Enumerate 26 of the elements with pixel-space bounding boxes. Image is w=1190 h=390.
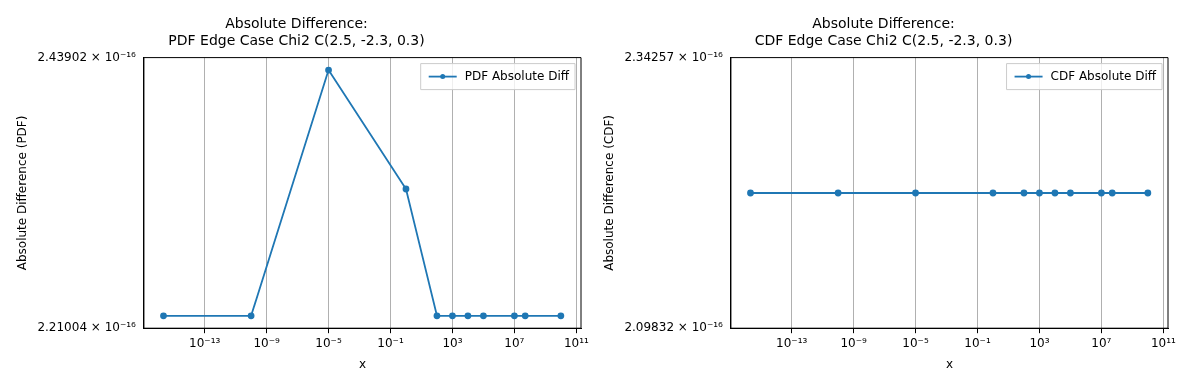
x-tick-label: 10⁻⁵ (902, 335, 929, 350)
x-tick-label: 10¹¹ (563, 335, 589, 350)
x-tick-label: 10⁷ (1091, 335, 1112, 350)
x-tick-label: 10⁻¹ (377, 335, 404, 350)
y-tick-label: 2.09832 × 10⁻¹⁶ (624, 320, 724, 335)
x-axis-title: x (945, 356, 954, 371)
x-tick-label: 10⁻⁹ (253, 335, 280, 350)
y-axis-title: Absolute Difference (CDF) (602, 114, 617, 271)
y-axis-title: Absolute Difference (PDF) (15, 115, 30, 271)
y-tick-label: 2.34257 × 10⁻¹⁶ (624, 49, 724, 64)
x-tick-label: 10⁻¹³ (189, 335, 221, 350)
x-tick-label: 10⁷ (504, 335, 525, 350)
x-tick-label: 10⁻¹³ (776, 335, 808, 350)
x-tick-label: 10¹¹ (1150, 335, 1176, 350)
x-tick-label: 10³ (442, 335, 463, 350)
x-tick-label: 10³ (1029, 335, 1050, 350)
legend-label: PDF Absolute Diff (464, 68, 570, 83)
x-tick-label: 10⁻⁹ (840, 335, 867, 350)
x-tick-label: 10⁻⁵ (315, 335, 342, 350)
chart-title: Absolute Difference: PDF Edge Case Chi2 C(2.5, -2.3, 0.3) (168, 15, 425, 48)
legend-label: CDF Absolute Diff (1050, 68, 1157, 83)
x-tick-label: 10⁻¹ (964, 335, 991, 350)
x-axis-title: x (358, 356, 367, 371)
y-tick-label: 2.43902 × 10⁻¹⁶ (37, 49, 137, 64)
y-tick-label: 2.21004 × 10⁻¹⁶ (37, 320, 137, 335)
chart-title: Absolute Difference: CDF Edge Case Chi2 C(2.5, -2.3, 0.3) (754, 15, 1013, 48)
